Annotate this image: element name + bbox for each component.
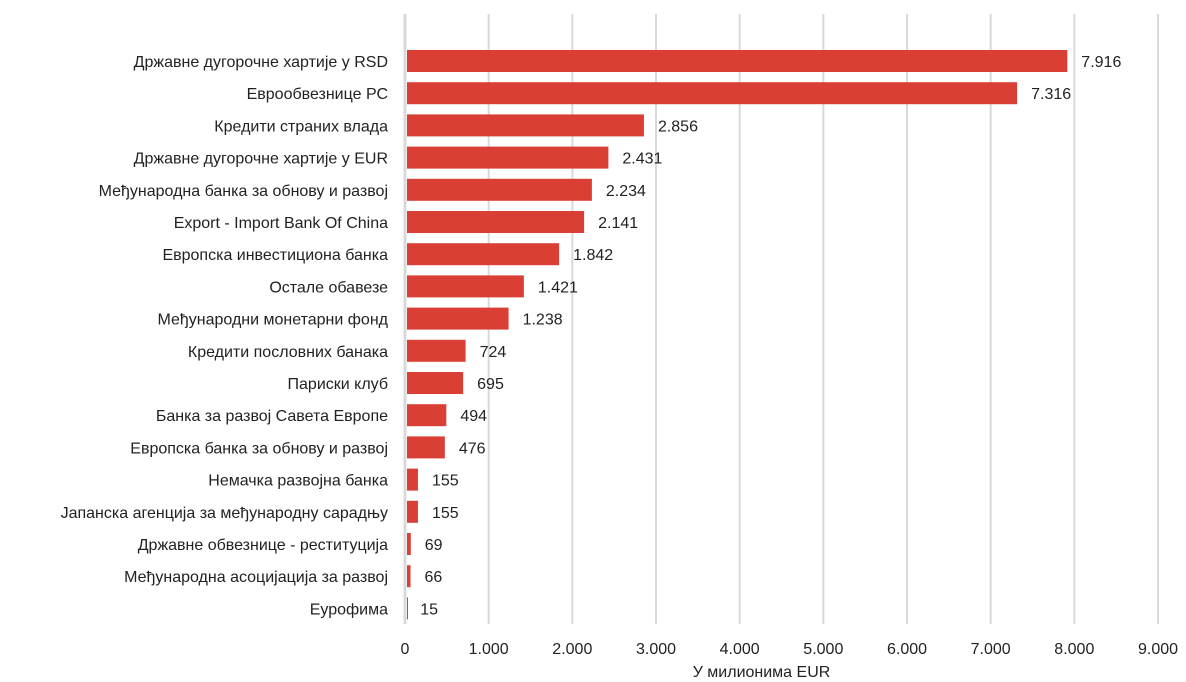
category-label: Париски клуб (288, 376, 388, 393)
bar (407, 404, 447, 427)
category-labels: Државне дугорочне хартије у RSD Еврообвез… (61, 54, 389, 618)
category-label: Банка за развој Савета Европе (156, 408, 388, 425)
bar (407, 468, 418, 491)
data-label: 476 (459, 440, 486, 457)
x-tick-label: 7.000 (971, 641, 1011, 658)
data-label: 494 (460, 408, 487, 425)
category-label: Еурофима (310, 601, 388, 618)
bar (407, 275, 524, 298)
x-tick-label: 4.000 (720, 641, 760, 658)
gridlines (403, 14, 1159, 624)
bar (407, 436, 445, 459)
category-label: Еврообвезнице РС (247, 86, 388, 103)
x-tick-label: 0 (401, 641, 410, 658)
bar (407, 307, 509, 330)
data-label: 66 (425, 569, 443, 586)
bar (407, 565, 411, 588)
data-label: 15 (420, 601, 438, 618)
bar (407, 243, 560, 266)
bar (407, 533, 411, 555)
category-label: Кредити пословних банака (188, 344, 388, 361)
x-tick-label: 1.000 (469, 641, 509, 658)
bar (407, 114, 644, 137)
bar (407, 146, 609, 169)
bars (407, 50, 1068, 620)
x-tick-label: 3.000 (636, 641, 676, 658)
data-label: 724 (480, 344, 507, 361)
data-label: 155 (432, 473, 459, 490)
data-label: 695 (477, 376, 504, 393)
value-labels: 7.916 7.316 2.856 2.431 2.234 2.141 1.842 1.421… (420, 54, 1121, 618)
bar (407, 211, 585, 233)
x-tick-label: 6.000 (887, 641, 927, 658)
x-tick-label: 5.000 (803, 641, 843, 658)
data-label: 2.141 (598, 215, 638, 232)
data-label: 2.856 (658, 118, 698, 135)
data-label: 7.916 (1081, 54, 1121, 71)
category-label: Државне обвезнице - реституција (138, 537, 388, 554)
data-label: 69 (425, 537, 443, 554)
data-label: 1.842 (573, 247, 613, 264)
data-label: 1.421 (538, 279, 578, 296)
x-tick-label: 8.000 (1054, 641, 1094, 658)
x-tick-label: 2.000 (552, 641, 592, 658)
category-label: Државне дугорочне хартије у RSD (134, 54, 388, 71)
bar (407, 597, 408, 620)
category-label: Јапанска агенција за међународну сарадњу (61, 505, 388, 522)
bar (407, 500, 418, 523)
bar (407, 339, 466, 362)
bar (407, 82, 1018, 105)
data-label: 2.431 (622, 151, 662, 168)
data-label: 155 (432, 505, 459, 522)
data-label: 2.234 (606, 183, 646, 200)
bar (407, 178, 592, 201)
category-label: Европска инвестициона банка (162, 247, 388, 264)
data-label: 1.238 (523, 312, 563, 329)
category-label: Државне дугорочне хартије у EUR (134, 151, 388, 168)
category-label: Кредити страних влада (214, 118, 388, 135)
data-label: 7.316 (1031, 86, 1071, 103)
x-axis-ticks: 0 1.000 2.000 3.000 4.000 5.000 6.000 7.000 8.00… (401, 641, 1179, 658)
x-axis-title: У милионима EUR (693, 664, 831, 681)
category-label: Европска банка за обнову и развој (130, 440, 388, 457)
category-label: Међународни монетарни фонд (157, 312, 388, 329)
category-label: Остале обавезе (269, 279, 388, 296)
category-label: Међународна асоцијација за развој (124, 569, 388, 586)
bar (407, 50, 1068, 72)
category-label: Немачка развојна банка (208, 473, 388, 490)
bar (407, 372, 464, 394)
category-label: Export - Import Bank Of China (174, 215, 388, 232)
x-tick-label: 9.000 (1138, 641, 1178, 658)
category-label: Међународна банка за обнову и развој (99, 183, 388, 200)
